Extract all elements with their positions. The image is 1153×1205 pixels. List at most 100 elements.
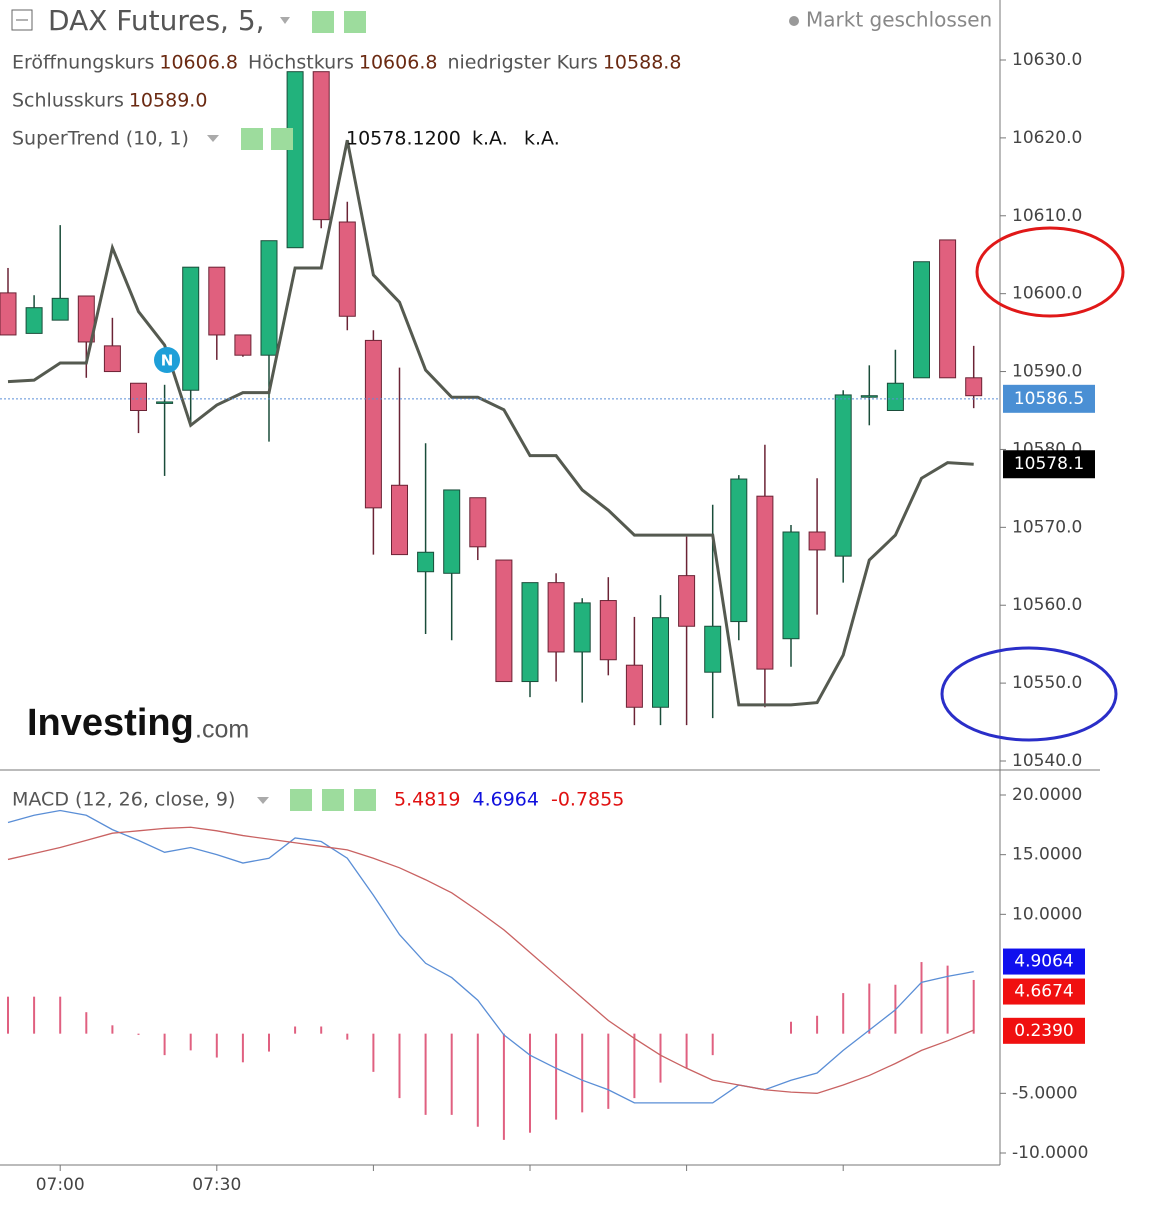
candle-body — [77, 295, 95, 343]
candle-body — [652, 617, 669, 708]
candle-body — [208, 266, 226, 336]
candle-body — [860, 395, 878, 398]
last-price-label: 10586.5 — [1014, 389, 1084, 409]
settings-icon[interactable] — [344, 11, 366, 33]
ohlc-value: 10606.8 — [159, 52, 238, 74]
annotation-ellipse — [940, 646, 1118, 742]
macd-line — [7, 809, 974, 1104]
ohlc-label: niedrigster Kurs — [447, 52, 597, 74]
status-dot — [789, 16, 799, 26]
annotation-ellipse — [975, 226, 1125, 318]
candle-body — [547, 582, 565, 653]
candle-body — [521, 582, 539, 683]
last-price-box — [1003, 384, 1095, 413]
candle-body — [939, 239, 957, 379]
last-value-label: 0.2390 — [1014, 1021, 1073, 1041]
candle-body — [469, 497, 487, 548]
candle-body — [808, 531, 826, 551]
candle-body — [234, 334, 252, 356]
candle-body — [443, 489, 461, 574]
candle-body — [965, 377, 983, 397]
candle-body — [625, 664, 643, 708]
news-marker[interactable] — [154, 347, 180, 373]
supertrend-value: 10578.1200 — [346, 128, 461, 150]
candle-body — [260, 240, 278, 356]
y-tick-label: 10540.0 — [1012, 751, 1082, 771]
chart-title: DAX Futures, 5, — [48, 4, 265, 37]
macd-line — [7, 826, 974, 1094]
candle-body — [312, 71, 330, 221]
settings-icon[interactable] — [290, 789, 312, 811]
y-tick-label: 10620.0 — [1012, 128, 1082, 148]
supertrend-legend: SuperTrend (10, 1) — [12, 128, 189, 150]
settings-icon[interactable] — [322, 789, 344, 811]
candle-body — [782, 531, 800, 640]
candle-body — [678, 575, 696, 627]
candle-body — [599, 600, 617, 661]
candle-body — [51, 297, 69, 321]
y-tick-label: -5.0000 — [1012, 1083, 1078, 1103]
dropdown-icon[interactable] — [257, 797, 269, 804]
candle-body — [886, 382, 904, 412]
market-status: Markt geschlossen — [806, 8, 992, 32]
candle-body — [573, 602, 591, 653]
y-tick-label: 10570.0 — [1012, 517, 1082, 537]
ohlc-label: Eröffnungskurs — [12, 52, 154, 74]
last-value-box — [1003, 948, 1085, 975]
marks: 10540.010550.010560.010570.010580.010590… — [0, 50, 1095, 1195]
supertrend-value: k.A. — [472, 128, 508, 150]
candle-body — [495, 559, 513, 683]
supertrend-label: 10578.1 — [1014, 454, 1084, 474]
candle-body — [391, 484, 408, 556]
logo-suffix: .com — [195, 716, 249, 744]
last-value-box — [1003, 1017, 1085, 1044]
candle-body — [756, 495, 774, 670]
y-tick-label: 10.0000 — [1012, 904, 1082, 924]
supertrend-box — [1003, 450, 1095, 479]
ohlc-label: Schlusskurs — [12, 90, 124, 112]
ohlc-value: 10588.8 — [603, 52, 682, 74]
settings-icon[interactable] — [312, 11, 334, 33]
settings-icon[interactable] — [241, 128, 263, 150]
y-tick-label: 10560.0 — [1012, 595, 1082, 615]
last-value-box — [1003, 978, 1085, 1005]
ohlc-value: 10606.8 — [359, 52, 438, 74]
candle-body — [364, 339, 382, 509]
y-tick-label: 10550.0 — [1012, 673, 1082, 693]
y-tick-label: -10.0000 — [1012, 1143, 1088, 1163]
y-tick-label: 10630.0 — [1012, 50, 1082, 70]
supertrend-value: k.A. — [524, 128, 560, 150]
y-tick-label: 10600.0 — [1012, 284, 1082, 304]
news-marker-label: N — [161, 352, 174, 370]
candle-body — [913, 261, 930, 379]
candle-body — [730, 478, 748, 623]
candle-body — [338, 221, 356, 317]
candle-body — [286, 71, 304, 249]
last-value-label: 4.6674 — [1014, 982, 1073, 1002]
candle-body — [103, 345, 121, 373]
candle-body — [25, 307, 43, 334]
settings-icon[interactable] — [271, 128, 293, 150]
candle-body — [0, 292, 17, 336]
y-tick-label: 10610.0 — [1012, 206, 1082, 226]
macd-legend-value: -0.7855 — [551, 789, 624, 811]
x-tick-label: 07:00 — [36, 1175, 85, 1195]
candle-body — [834, 394, 852, 557]
x-tick-label: 07:30 — [192, 1175, 241, 1195]
close-icon[interactable] — [354, 789, 376, 811]
logo-brand: Investing — [27, 702, 194, 744]
candle-body — [156, 401, 174, 404]
candle-body — [704, 625, 722, 673]
macd-legend: MACD (12, 26, close, 9) — [12, 789, 235, 811]
collapse-button[interactable] — [11, 9, 33, 31]
dropdown-icon[interactable] — [207, 135, 219, 142]
ohlc-label: Höchstkurs — [248, 52, 354, 74]
y-tick-label: 10590.0 — [1012, 362, 1082, 382]
y-tick-label: 20.0000 — [1012, 785, 1082, 805]
dropdown-icon[interactable] — [280, 17, 290, 24]
candle-body — [182, 266, 200, 391]
macd-legend-value: 4.6964 — [472, 789, 538, 811]
macd-legend-value: 5.4819 — [394, 789, 460, 811]
